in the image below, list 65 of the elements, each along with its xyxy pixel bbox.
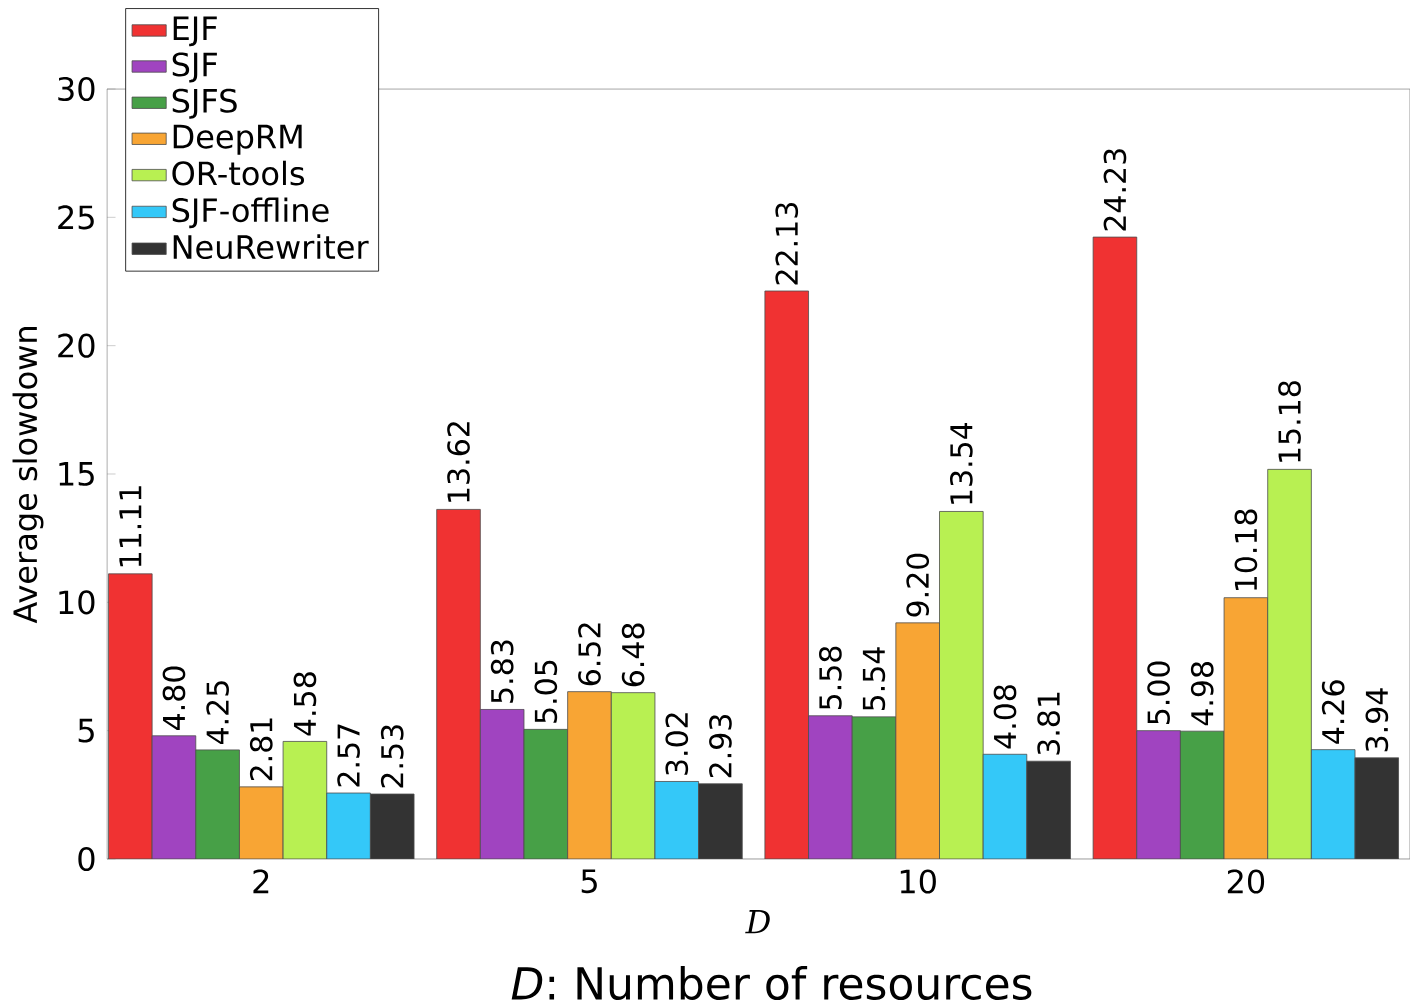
bar <box>108 573 153 859</box>
text: D: Number of resources <box>511 965 1032 1001</box>
data-label: 2.93 <box>709 715 732 778</box>
data-label: 9.20 <box>906 553 930 617</box>
data-label: 2.57 <box>337 724 360 787</box>
bar <box>764 290 809 859</box>
y-tick-label: 20 <box>58 333 95 358</box>
data-label: 13.54 <box>949 422 973 504</box>
legend-label: SJFS <box>172 88 237 119</box>
data-label: 10.18 <box>1234 509 1258 591</box>
data-label: 6.52 <box>578 623 601 686</box>
data-label: 2.53 <box>380 725 404 788</box>
data-label: 5.00 <box>1147 661 1170 724</box>
bar <box>1310 749 1356 859</box>
bar <box>195 749 240 859</box>
y-tick-label: 10 <box>59 590 95 615</box>
bar <box>1180 730 1225 859</box>
bar <box>939 511 984 859</box>
data-label: 2.81 <box>249 718 273 781</box>
x-tick-label: 20 <box>1227 869 1265 894</box>
legend-label: SJF <box>172 52 217 83</box>
bar <box>282 741 328 859</box>
data-label: 11.11 <box>119 486 142 567</box>
x-axis-title: D <box>745 909 770 934</box>
data-label: 5.54 <box>862 647 886 711</box>
data-label: 4.98 <box>1190 662 1214 726</box>
x-tick-label: 2 <box>253 869 269 894</box>
x-tick-label: 5 <box>581 869 597 894</box>
bar <box>523 728 569 859</box>
legend-label: OR-tools <box>172 160 305 186</box>
data-label: 4.26 <box>1321 680 1345 744</box>
legend-label: NeuRewriter <box>173 234 369 260</box>
data-label: 4.25 <box>206 681 229 745</box>
x-tick-label: 10 <box>900 869 936 894</box>
data-label: 4.80 <box>162 666 186 730</box>
bar <box>326 792 371 859</box>
bar <box>851 716 897 859</box>
legend-label: EJF <box>173 16 217 47</box>
bar <box>610 692 656 859</box>
y-tick-label: 0 <box>78 846 95 872</box>
data-label: 24.23 <box>1103 149 1127 231</box>
data-label: 15.18 <box>1278 381 1301 462</box>
bar <box>1092 236 1138 859</box>
y-tick-label: 15 <box>59 462 94 486</box>
data-label: 4.08 <box>993 685 1017 749</box>
bar <box>436 509 481 859</box>
data-label: 5.58 <box>819 646 842 710</box>
data-label: 3.94 <box>1365 688 1389 752</box>
y-tick-label: 5 <box>78 718 94 743</box>
legend-label: DeepRM <box>173 124 302 155</box>
legend-label: SJF-offline <box>172 197 329 229</box>
data-label: 4.58 <box>293 672 317 736</box>
data-label: 3.81 <box>1037 692 1060 755</box>
bar <box>654 781 700 859</box>
data-label: 13.62 <box>447 422 470 502</box>
bar <box>982 753 1028 859</box>
data-label: 3.02 <box>665 713 689 775</box>
y-tick-label: 25 <box>58 205 94 230</box>
data-label: 5.83 <box>490 640 514 703</box>
data-label: 6.48 <box>621 623 645 687</box>
data-label: 22.13 <box>775 203 799 285</box>
data-label: 5.05 <box>534 660 558 723</box>
y-tick-label: 30 <box>58 76 95 102</box>
y-axis-title: Average slowdown <box>12 327 44 624</box>
bar <box>1267 468 1312 859</box>
